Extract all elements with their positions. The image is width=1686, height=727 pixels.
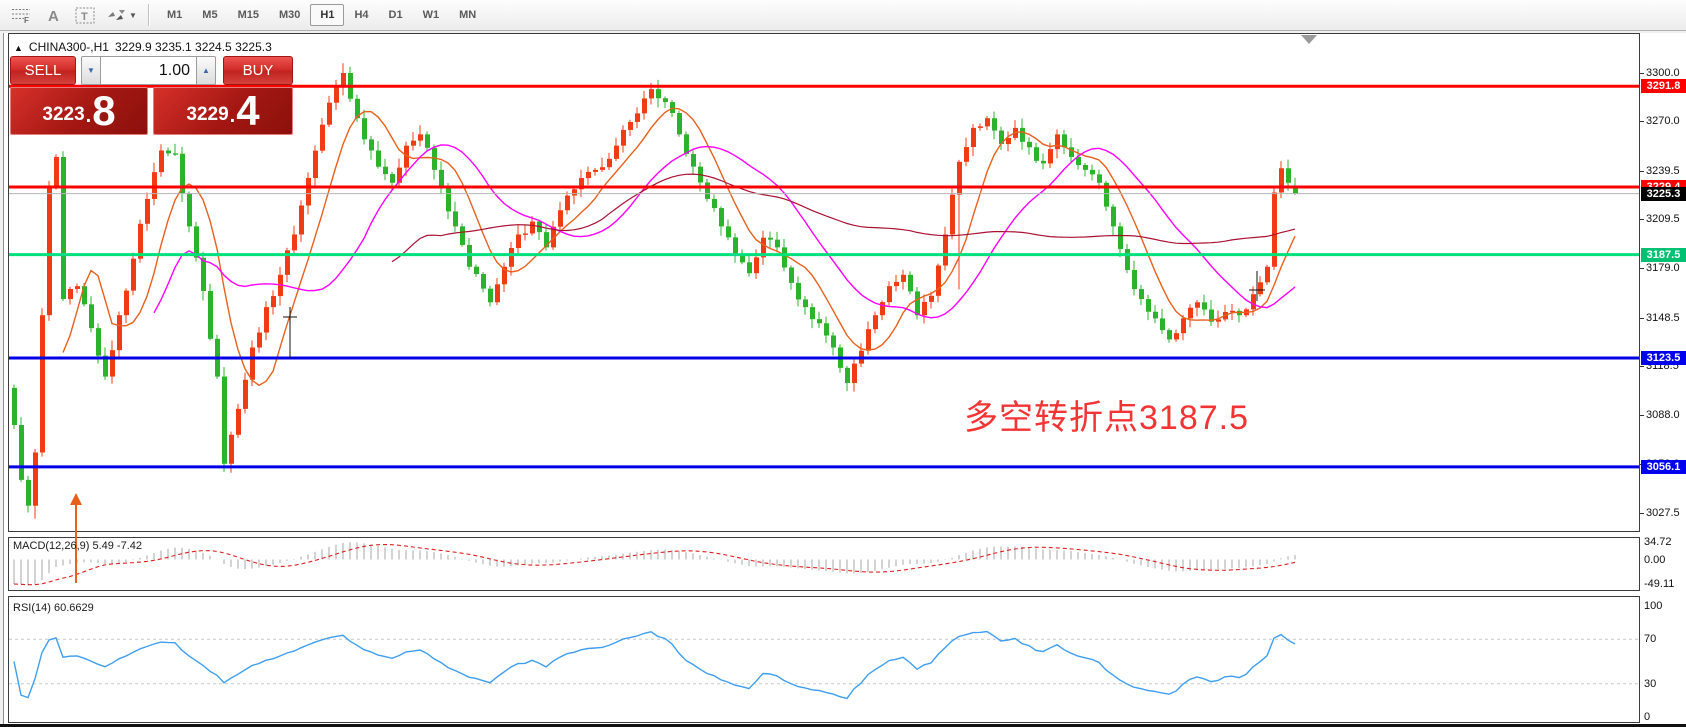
rsi-axis-label: 30 [1644,677,1657,690]
spin-down-icon: ▼ [87,66,95,75]
price-badge-3187.5: 3187.5 [1641,247,1686,262]
price-axis-tickmark [1640,415,1644,417]
window-bottom-border [0,724,1686,727]
arrows-dropdown-caret[interactable]: ▼ [129,10,137,20]
price-badge-3123.5: 3123.5 [1641,350,1686,365]
price-axis-tick-label: 3179.0 [1646,262,1680,275]
timeframe-m30[interactable]: M30 [278,9,301,21]
price-badge-3225.3: 3225.3 [1641,186,1686,201]
rsi-axis-label: 100 [1644,600,1663,612]
svg-text:A: A [48,8,59,23]
price-axis-tickmark [1640,73,1644,74]
macd-axis-label: -49.11 [1644,578,1675,591]
sell-button[interactable]: SELL [10,56,76,85]
one-click-trade-panel: SELL ▼ ▲ BUY 3223 . 8 3229 . 4 [10,56,294,135]
buy-price-dot: . [229,105,236,127]
timeframe-w1[interactable]: W1 [422,9,440,21]
timeframe-h1[interactable]: H1 [310,4,345,26]
volume-increase-button[interactable]: ▲ [196,56,216,85]
price-axis-tick-label: 3088.0 [1646,409,1680,422]
price-axis-tickmark [1640,317,1644,319]
price-badge-3056.1: 3056.1 [1641,459,1686,474]
price-axis-tick-label: 3027.5 [1646,507,1680,519]
timeframe-m5[interactable]: M5 [202,9,218,21]
buy-price-display[interactable]: 3229 . 4 [153,87,293,135]
volume-input[interactable] [101,56,196,85]
price-axis-tickmark [1640,268,1644,270]
timeframe-m1[interactable]: M1 [167,9,183,21]
sell-price-main: 3223 [42,104,85,125]
macd-axis-label: 0.00 [1644,553,1666,566]
rsi-panel[interactable] [8,596,1640,723]
rsi-axis-label: 0 [1644,711,1651,723]
chart-title-row: ▲ CHINA300-,H1 3229.9 3235.1 3224.5 3225… [14,40,272,54]
arrows-tool-icon[interactable]: ▼ [102,3,140,27]
price-axis-tick-label: 3270.0 [1646,115,1680,128]
rsi-axis-label: 70 [1644,633,1657,646]
text-label-tool-icon[interactable]: T [70,3,100,27]
timeframe-mn[interactable]: MN [459,9,477,21]
sell-price-display[interactable]: 3223 . 8 [10,87,148,135]
price-axis-tick-label: 3300.0 [1646,67,1680,79]
macd-axis-label: 34.72 [1644,536,1672,549]
price-axis-tickmark [1640,366,1644,368]
price-axis-tickmark [1640,121,1644,123]
svg-text:F: F [24,16,29,23]
chart-ohlc-values: 3229.9 3235.1 3224.5 3225.3 [114,40,272,54]
text-tool-icon[interactable]: A [38,3,68,27]
buy-price-pips: 4 [236,87,260,134]
toolbar-separator [148,4,149,26]
svg-text:T: T [81,11,88,23]
chart-text-annotation: 多空转折点3187.5 [964,399,1249,437]
timeframe-h4[interactable]: H4 [354,9,369,21]
sell-price-pips: 8 [92,87,116,134]
timeframe-m15[interactable]: M15 [237,9,259,21]
price-axis-tickmark [1640,219,1644,221]
price-axis-tick-label: 3209.5 [1646,213,1680,226]
toolbar: F A T ▼ M1 M5 M15 M30 H1 H4 [0,0,1686,31]
buy-button[interactable]: BUY [223,56,293,85]
timeframe-d1[interactable]: D1 [388,9,403,21]
rsi-indicator-label: RSI(14) 60.6629 [13,602,94,614]
chart-symbol-title: CHINA300-,H1 [28,40,109,54]
volume-decrease-button[interactable]: ▼ [81,56,101,85]
price-axis-tick-label: 3148.5 [1646,311,1680,324]
price-badge-3291.8: 3291.8 [1641,79,1686,94]
price-axis-tickmark [1640,513,1644,514]
macd-indicator-label: MACD(12,26,9) 5.49 -7.42 [13,540,143,552]
chart-shift-marker-icon[interactable] [1301,35,1317,44]
buy-price-main: 3229 [186,104,229,125]
macd-panel[interactable] [8,537,1640,591]
spin-up-icon: ▲ [202,66,210,75]
sell-price-dot: . [85,105,92,127]
price-axis-tickmark [1640,170,1644,172]
fibonacci-tool-icon[interactable]: F [6,3,36,27]
price-axis-tick-label: 3239.5 [1646,164,1680,177]
one-click-panel-toggle[interactable]: ▲ [14,43,23,53]
